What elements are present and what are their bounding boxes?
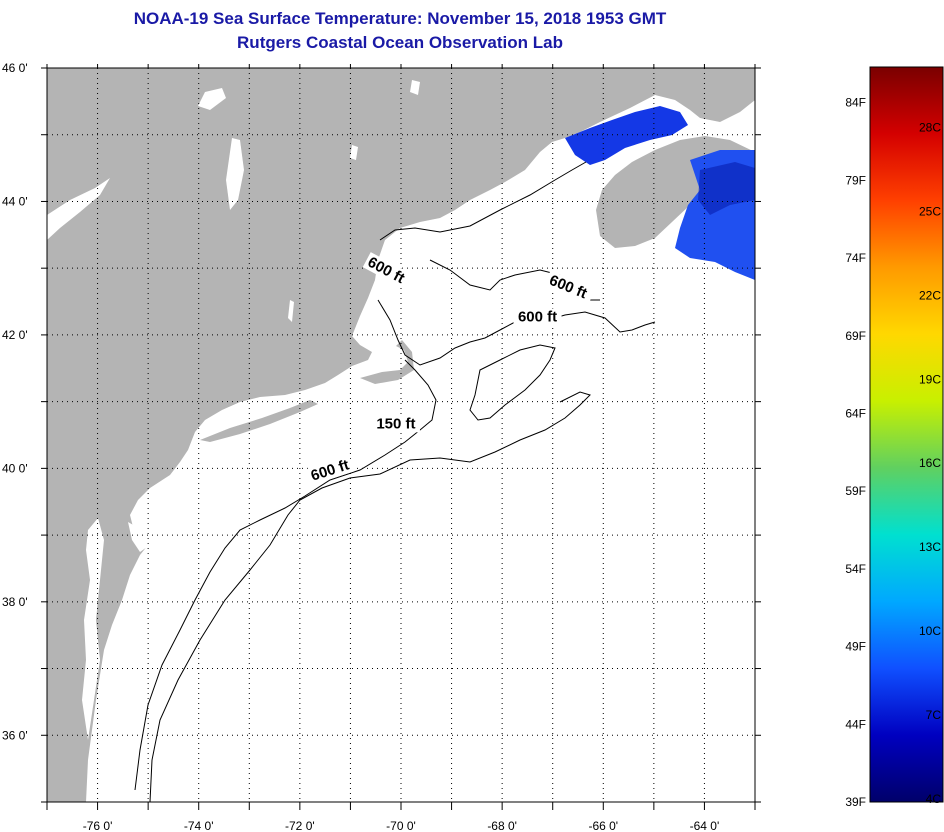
contour-label-bg <box>362 252 414 290</box>
colorbar <box>869 66 944 803</box>
lon-tick-label: -66 0' <box>588 819 618 832</box>
colorbar-celsius-label: 13C <box>919 540 941 554</box>
colorbar-celsius-label: 28C <box>919 121 941 135</box>
contour-coastal-inner <box>379 161 587 241</box>
sst-bay-of-fundy <box>565 106 688 165</box>
lat-tick-label: 46 0' <box>2 61 28 75</box>
grid-lines <box>47 68 755 802</box>
longitude-labels: -76 0' -74 0' -72 0' -70 0' -68 0' -66 0' -64 … <box>83 819 720 832</box>
colorbar-fahrenheit-label: 74F <box>845 251 866 265</box>
colorbar-fahrenheit-label: 39F <box>845 795 866 809</box>
contour-label: 150 ft <box>376 415 415 432</box>
map-title: NOAA-19 Sea Surface Temperature: Novembe… <box>133 9 667 28</box>
lake-3 <box>47 178 110 240</box>
lake-1 <box>198 88 226 110</box>
lat-tick-label: 36 0' <box>2 728 28 742</box>
lon-tick-label: -72 0' <box>285 819 315 832</box>
bathymetry-contours <box>134 161 656 802</box>
contour-label-bg <box>371 415 420 433</box>
map-subtitle: Rutgers Coastal Ocean Observation Lab <box>237 33 563 52</box>
land-north-america <box>47 68 755 802</box>
colorbar-celsius-label: 10C <box>919 624 941 638</box>
colorbar-fahrenheit-label: 79F <box>845 173 866 187</box>
land-long-island <box>200 400 318 442</box>
contour-label-bg <box>544 270 596 305</box>
frame-ticks <box>41 64 761 810</box>
lat-tick-label: 42 0' <box>2 328 28 342</box>
lon-tick-label: -76 0' <box>83 819 113 832</box>
contour-georges-bank <box>469 344 556 421</box>
delaware-bay <box>128 522 150 552</box>
contour-label: 600 ft <box>518 309 557 326</box>
chesapeake-bay <box>82 518 104 740</box>
colorbar-fahrenheit-label: 44F <box>845 717 866 731</box>
lon-tick-label: -74 0' <box>184 819 214 832</box>
colorbar-fahrenheit-label: 84F <box>845 96 866 110</box>
contour-600ft-shelf-edge <box>149 391 591 802</box>
lake-2 <box>226 138 244 210</box>
lake-5 <box>350 145 358 160</box>
contour-gulf-of-maine-600ft <box>377 299 656 366</box>
contour-label-bg <box>303 455 355 487</box>
colorbar-fahrenheit-label: 59F <box>845 484 866 498</box>
contour-150ft <box>134 359 437 791</box>
lon-tick-label: -70 0' <box>386 819 416 832</box>
colorbar-celsius-label: 22C <box>919 288 941 302</box>
lat-tick-label: 44 0' <box>2 194 28 208</box>
contour-label-bg <box>513 308 562 326</box>
lat-tick-label: 40 0' <box>2 461 28 475</box>
colorbar-fahrenheit-label: 49F <box>845 640 866 654</box>
colorbar-fahrenheit-label: 69F <box>845 329 866 343</box>
lake-4 <box>410 80 420 95</box>
colorbar-fahrenheit-label: 64F <box>845 407 866 421</box>
latitude-labels: 46 0' 44 0' 42 0' 40 0' 38 0' 36 0' <box>2 61 28 742</box>
colorbar-celsius-label: 16C <box>919 456 941 470</box>
lake-6 <box>288 300 294 322</box>
colorbar-celsius-label: 25C <box>919 205 941 219</box>
colorbar-fahrenheit-label: 54F <box>845 562 866 576</box>
lon-tick-label: -68 0' <box>487 819 517 832</box>
colorbar-ticks: 84F 79F 74F 69F 64F 59F 54F 49F 44F 39F 28C 25C 22C 1… <box>845 96 941 809</box>
colorbar-celsius-label: 4C <box>926 792 942 806</box>
lat-tick-label: 38 0' <box>2 595 28 609</box>
lon-tick-label: -64 0' <box>690 819 720 832</box>
colorbar-celsius-label: 7C <box>926 708 942 722</box>
colorbar-celsius-label: 19C <box>919 372 941 386</box>
